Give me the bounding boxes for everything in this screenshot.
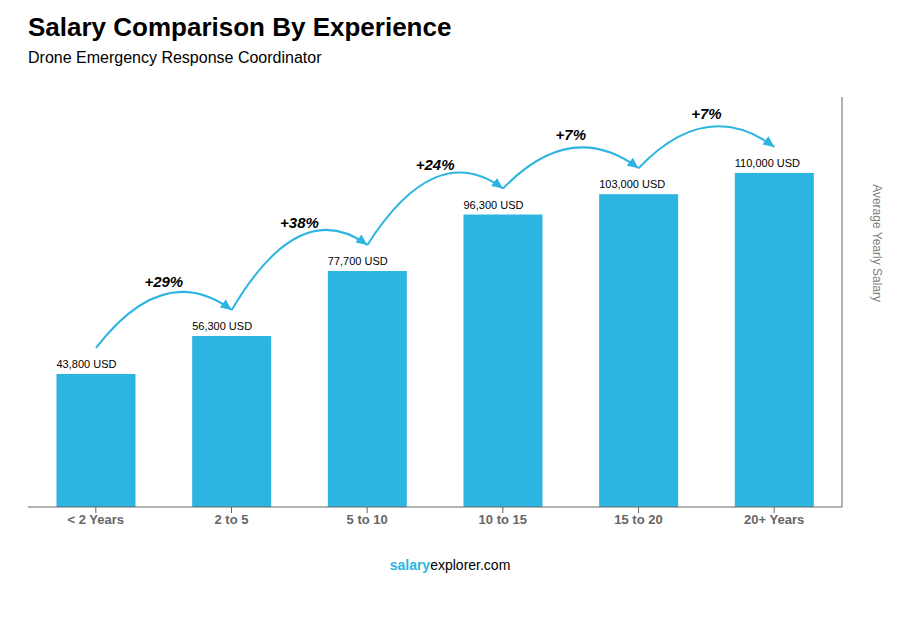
svg-text:20+ Years: 20+ Years	[744, 512, 804, 527]
svg-text:110,000 USD: 110,000 USD	[735, 157, 800, 169]
svg-text:+7%: +7%	[556, 126, 586, 143]
html-text:salary explorer.com: salary explorer.com	[389, 557, 511, 573]
svg-text:+38%: +38%	[280, 214, 319, 231]
svg-text:5 to 10: 5 to 10	[347, 512, 388, 527]
svg-text:15 to 20: 15 to 20	[614, 512, 662, 527]
svg-text:+29%: +29%	[144, 273, 183, 290]
svg-text:56,300 USD: 56,300 USD	[192, 320, 252, 332]
svg-text:Average Yearly Salary: Average Yearly Salary	[870, 184, 884, 302]
svg-text:43,800 USD: 43,800 USD	[56, 358, 116, 370]
svg-text:10 to 15: 10 to 15	[479, 512, 527, 527]
svg-text:96,300 USD: 96,300 USD	[463, 199, 523, 211]
svg-text:77,700 USD: 77,700 USD	[328, 255, 388, 267]
html-text:Drone Emergency Response Coord: Drone Emergency Response Coordinator	[28, 49, 322, 66]
svg-text:+7%: +7%	[691, 105, 721, 122]
svg-text:103,000 USD: 103,000 USD	[599, 178, 665, 190]
svg-text:< 2 Years: < 2 Years	[68, 512, 125, 527]
html-text:Salary Comparison By Experienc: Salary Comparison By Experience	[28, 12, 452, 42]
svg-text:2 to 5: 2 to 5	[215, 512, 249, 527]
svg-text:+24%: +24%	[416, 156, 455, 173]
